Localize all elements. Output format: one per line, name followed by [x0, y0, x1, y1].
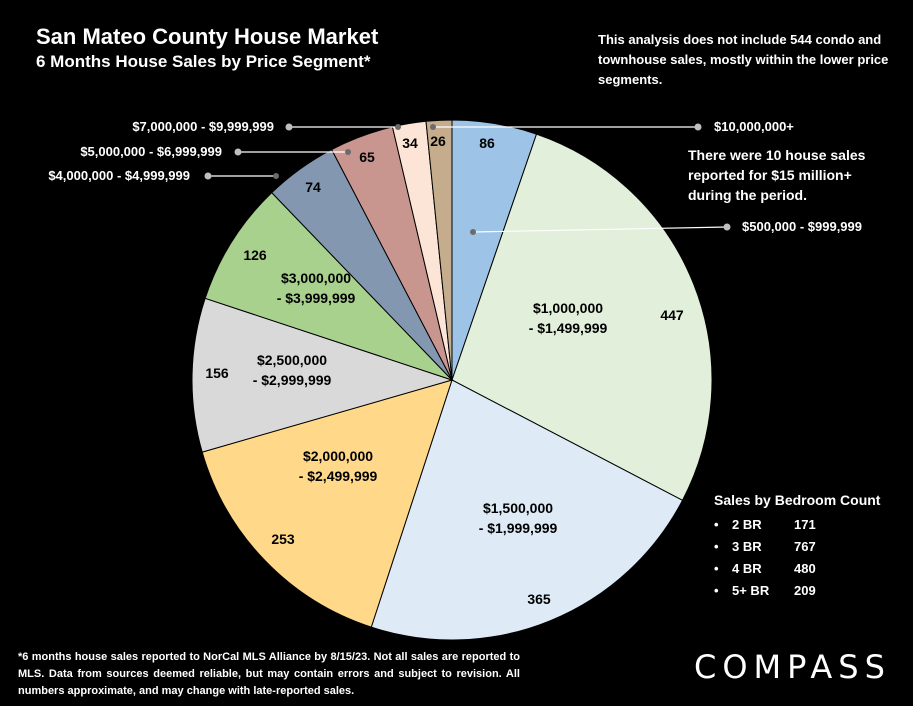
slice-category-label: $2,000,000 - $2,499,999 — [299, 448, 378, 484]
label-line: $2,500,000 — [257, 352, 327, 368]
bullet-icon: • — [714, 561, 719, 576]
slice-category-label: $10,000,000+ — [714, 119, 794, 134]
callout-dot-outer — [694, 123, 702, 131]
bedroom-row-4br: • 4 BR 480 — [714, 561, 816, 576]
bedroom-value: 767 — [794, 539, 816, 554]
bedroom-row-2br: • 2 BR 171 — [714, 517, 816, 532]
slice-category-label: $2,500,000 - $2,999,999 — [253, 352, 332, 388]
slice-value-label: 365 — [527, 591, 551, 607]
callout-dot-inner — [345, 149, 351, 155]
callout-dot-outer — [723, 223, 731, 231]
footnote: *6 months house sales reported to NorCal… — [18, 651, 520, 697]
slice-value-label: 65 — [359, 149, 375, 165]
slice-category-label: $4,000,000 - $4,999,999 — [48, 168, 190, 183]
bedroom-row-3br: • 3 BR 767 — [714, 539, 816, 554]
slice-category-label: $1,500,000 - $1,999,999 — [479, 500, 558, 536]
bedroom-row-5br: • 5+ BR 209 — [714, 583, 816, 598]
label-line: - $1,499,999 — [529, 320, 608, 336]
callout-dot-inner — [430, 124, 436, 130]
callout-dot-inner — [470, 229, 476, 235]
chart-subtitle: 6 Months House Sales by Price Segment* — [36, 52, 371, 71]
label-line: - $3,999,999 — [277, 290, 356, 306]
bedroom-label: 3 BR — [732, 539, 762, 554]
bedroom-label: 4 BR — [732, 561, 762, 576]
pie-slice-2 — [451, 133, 713, 502]
callout-dot-inner — [395, 124, 401, 130]
slice-value-label: 34 — [402, 135, 418, 151]
pie-slice-6 — [204, 191, 453, 381]
callout-line — [472, 226, 728, 233]
slice-value-label: 74 — [305, 179, 321, 195]
slice-value-label: 26 — [430, 133, 446, 149]
label-line: - $2,499,999 — [299, 468, 378, 484]
slice-category-label: $500,000 - $999,999 — [742, 219, 862, 234]
slice-value-label: 253 — [271, 531, 295, 547]
bedroom-label: 2 BR — [732, 517, 762, 532]
bullet-icon: • — [714, 539, 719, 554]
slice-value-label: 156 — [205, 365, 229, 381]
slice-value-label: 447 — [660, 307, 684, 323]
high-end-note: There were 10 house sales reported for $… — [688, 147, 866, 203]
label-line: $1,000,000 — [533, 300, 603, 316]
chart-title: San Mateo County House Market — [36, 24, 379, 49]
pie-slice-3 — [370, 379, 684, 641]
slice-category-label: $5,000,000 - $6,999,999 — [80, 144, 222, 159]
bedroom-value: 171 — [794, 517, 816, 532]
bullet-icon: • — [714, 583, 719, 598]
label-line: $1,500,000 — [483, 500, 553, 516]
label-line: - $2,999,999 — [253, 372, 332, 388]
slice-category-label: $7,000,000 - $9,999,999 — [132, 119, 274, 134]
bullet-icon: • — [714, 517, 719, 532]
pie-slice-10 — [425, 119, 453, 381]
label-line: $3,000,000 — [281, 270, 351, 286]
label-line: - $1,999,999 — [479, 520, 558, 536]
compass-logo: COMPASS — [694, 648, 891, 686]
callout-dot-outer — [234, 148, 242, 156]
slice-category-label: $1,000,000 - $1,499,999 — [529, 300, 608, 336]
label-line: $2,000,000 — [303, 448, 373, 464]
callout-dot-outer — [204, 172, 212, 180]
pie-slice-5 — [191, 297, 454, 453]
slice-value-label: 126 — [243, 247, 267, 263]
bedroom-label: 5+ BR — [732, 583, 770, 598]
slice-value-label: 86 — [479, 135, 495, 151]
bedroom-count-title: Sales by Bedroom Count — [714, 492, 881, 508]
pie-slice-4 — [201, 379, 453, 628]
bedroom-value: 480 — [794, 561, 816, 576]
callout-dot-inner — [273, 173, 279, 179]
callout-dot-outer — [285, 123, 293, 131]
condo-note: This analysis does not include 544 condo… — [598, 32, 889, 87]
bedroom-value: 209 — [794, 583, 816, 598]
slice-category-label: $3,000,000 - $3,999,999 — [277, 270, 356, 306]
